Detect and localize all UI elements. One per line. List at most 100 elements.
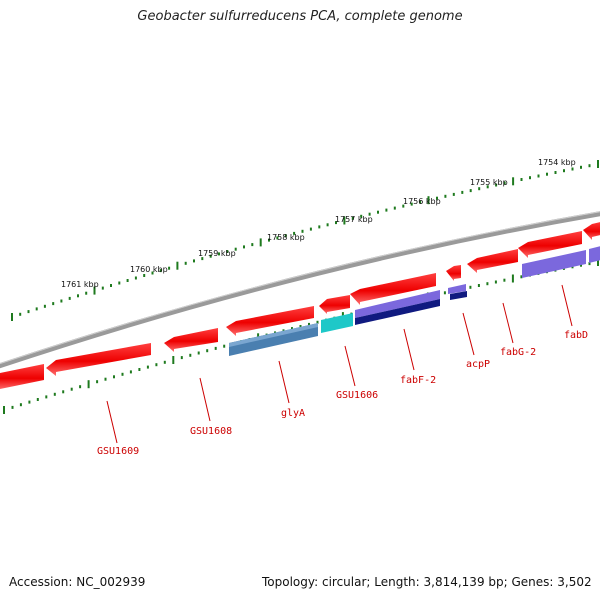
outer-scale-minor-tick — [537, 174, 540, 178]
map-title: Geobacter sulfurreducens PCA, complete g… — [137, 9, 463, 24]
inner-scale-minor-tick — [206, 349, 209, 353]
gene-arrow-GSU1608 — [164, 328, 218, 352]
gene-arrow-GSU1609-left — [0, 364, 44, 389]
gene-block-acpP-dark — [450, 291, 467, 300]
outer-scale-minor-tick — [580, 165, 582, 169]
outer-scale-minor-tick — [419, 200, 422, 204]
inner-scale-minor-tick — [96, 380, 99, 384]
genome-backbone-highlight — [0, 211, 600, 365]
outer-scale-minor-tick — [351, 216, 354, 220]
outer-scale-major-tick — [93, 286, 96, 295]
outer-scale-major-tick — [597, 160, 599, 168]
outer-scale-minor-tick — [410, 202, 413, 206]
outer-scale-major-tick — [343, 216, 346, 225]
genome-backbone — [0, 211, 600, 369]
leader-fabF-2 — [403, 328, 415, 371]
outer-scale-minor-tick — [563, 169, 565, 173]
scale-label-1756: 1756 kbp — [403, 197, 441, 206]
inner-scale-minor-tick — [316, 320, 319, 324]
outer-scale-minor-tick — [478, 187, 481, 191]
inner-scale-minor-tick — [62, 390, 65, 394]
gene-block-edge — [589, 246, 600, 263]
outer-scale-minor-tick — [110, 284, 112, 287]
inner-scale-minor-tick — [163, 360, 166, 364]
outer-scale-minor-tick — [529, 176, 531, 180]
inner-scale-minor-tick — [588, 262, 591, 266]
inner-scale-minor-tick — [469, 285, 472, 289]
outer-scale-minor-tick — [27, 310, 30, 314]
inner-scale-minor-tick — [104, 377, 107, 381]
scale-label-1759: 1759 kbp — [198, 249, 236, 258]
outer-scale-minor-tick — [52, 302, 55, 306]
outer-scale-minor-tick — [368, 212, 371, 216]
leader-fabG-2 — [502, 302, 514, 344]
inner-scale-minor-tick — [197, 351, 200, 355]
inner-scale-minor-tick — [113, 375, 115, 379]
leader-acpP — [462, 312, 475, 356]
outer-scale-minor-tick — [268, 238, 270, 242]
outer-scale-minor-tick — [486, 185, 489, 189]
gene-block-fabF-2 — [355, 290, 440, 318]
gene-label-GSU1608: GSU1608 — [190, 426, 232, 437]
scale-label-1757: 1757 kbp — [335, 215, 373, 224]
outer-scale-minor-tick — [436, 196, 438, 200]
outer-scale-minor-tick — [168, 266, 171, 270]
inner-scale-minor-tick — [494, 280, 497, 284]
gene-block-glyA-shade — [229, 323, 318, 347]
inner-scale-minor-tick — [580, 263, 582, 267]
accession-text: Accession: NC_002939 — [9, 575, 146, 589]
outer-scale-minor-tick — [335, 221, 337, 225]
inner-scale-minor-tick — [121, 372, 124, 376]
inner-scale-minor-tick — [70, 387, 73, 391]
genome-summary-text: Topology: circular; Length: 3,814,139 bp… — [262, 575, 592, 589]
outer-scale-minor-tick — [503, 181, 506, 185]
outer-scale-minor-tick — [201, 257, 204, 261]
outer-scale-major-tick — [176, 261, 179, 270]
outer-scale-minor-tick — [85, 291, 88, 295]
inner-scale-minor-tick — [477, 284, 480, 287]
inner-scale-minor-tick — [138, 368, 141, 371]
inner-scale-major-tick — [172, 356, 175, 364]
outer-scale-minor-tick — [77, 294, 79, 298]
inner-scale-minor-tick — [291, 327, 293, 331]
outer-scale-minor-tick — [60, 299, 63, 303]
outer-scale-minor-tick — [243, 245, 245, 249]
outer-scale-minor-tick — [385, 208, 388, 212]
leader-GSU1608 — [199, 377, 211, 422]
outer-scale-minor-tick — [546, 172, 548, 176]
inner-scale-minor-tick — [503, 278, 506, 282]
gene-label-fabF-2: fabF-2 — [400, 375, 436, 386]
outer-scale-minor-tick — [226, 250, 229, 253]
inner-scale-minor-tick — [45, 395, 48, 399]
leader-GSU1606 — [344, 345, 356, 387]
inner-scale-minor-tick — [223, 344, 226, 348]
gene-label-glyA: glyA — [281, 408, 305, 419]
leader-glyA — [278, 360, 290, 404]
outer-scale-major-tick — [259, 238, 262, 247]
outer-scale-minor-tick — [209, 254, 212, 258]
inner-scale-minor-tick — [520, 275, 523, 279]
gene-label-fabD: fabD — [564, 330, 588, 341]
outer-scale-minor-tick — [35, 307, 38, 311]
scale-label-1761: 1761 kbp — [61, 280, 99, 289]
gene-arrow-glyA-partner — [226, 306, 314, 336]
scale-label-1754: 1754 kbp — [538, 158, 576, 167]
inner-scale-minor-tick — [189, 353, 192, 357]
outer-scale-minor-tick — [309, 227, 312, 231]
scale-label-1755: 1755 kbp — [470, 178, 508, 187]
outer-scale-minor-tick — [301, 229, 304, 233]
outer-scale-minor-tick — [360, 214, 363, 218]
gene-arrow-acpP-partner — [446, 265, 461, 281]
outer-scale-minor-tick — [126, 279, 129, 282]
inner-scale-minor-tick — [129, 370, 132, 374]
outer-scale-minor-tick — [134, 276, 137, 280]
inner-scale-minor-tick — [299, 325, 302, 328]
outer-scale-minor-tick — [101, 286, 104, 290]
inner-scale-minor-tick — [214, 346, 217, 350]
gene-label-GSU1606: GSU1606 — [336, 390, 378, 401]
outer-scale-minor-tick — [495, 183, 498, 187]
outer-scale-ticks — [11, 160, 599, 321]
outer-scale-minor-tick — [293, 231, 296, 235]
outer-scale-minor-tick — [193, 259, 195, 263]
